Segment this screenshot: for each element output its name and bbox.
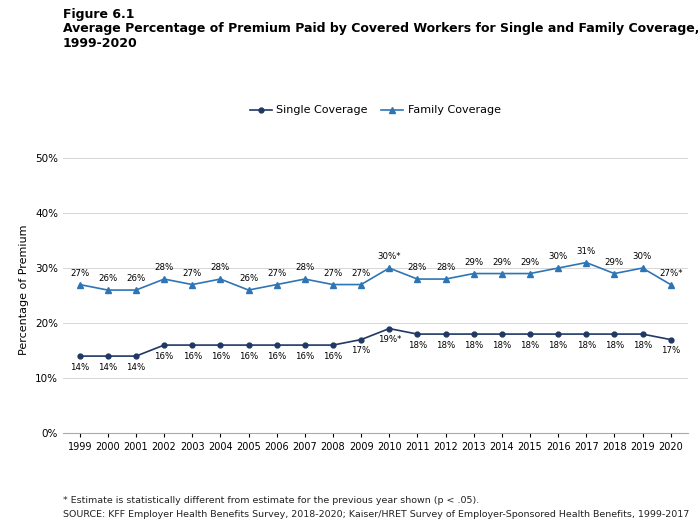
Text: 16%: 16% [267,352,286,361]
Text: 27%: 27% [267,269,286,278]
Family Coverage [470,270,478,277]
Single Coverage [160,342,168,348]
Text: 27%: 27% [352,269,371,278]
Family Coverage [75,281,84,288]
Text: 17%: 17% [661,346,681,355]
Family Coverage [667,281,675,288]
Family Coverage [413,276,422,282]
Single Coverage [301,342,309,348]
Text: 31%: 31% [577,247,596,256]
Text: 30%: 30% [633,253,652,261]
Family Coverage [301,276,309,282]
Text: 18%: 18% [549,341,567,350]
Single Coverage [498,331,506,337]
Text: 14%: 14% [98,363,117,372]
Text: Figure 6.1: Figure 6.1 [63,8,134,21]
Text: 28%: 28% [211,264,230,272]
Family Coverage [272,281,281,288]
Family Coverage [244,287,253,293]
Text: 17%: 17% [352,346,371,355]
Single Coverage [667,337,675,343]
Text: 14%: 14% [126,363,146,372]
Text: 19%*: 19%* [378,335,401,344]
Text: 27%: 27% [70,269,89,278]
Text: Average Percentage of Premium Paid by Covered Workers for Single and Family Cove: Average Percentage of Premium Paid by Co… [63,22,698,35]
Single Coverage [272,342,281,348]
Single Coverage [329,342,337,348]
Family Coverage [132,287,140,293]
Text: 29%: 29% [492,258,512,267]
Family Coverage [216,276,225,282]
Family Coverage [104,287,112,293]
Single Coverage [216,342,225,348]
Text: 18%: 18% [604,341,624,350]
Family Coverage [610,270,618,277]
Text: 14%: 14% [70,363,89,372]
Single Coverage [582,331,591,337]
Family Coverage [498,270,506,277]
Text: 28%: 28% [295,264,315,272]
Single Coverage [75,353,84,359]
Single Coverage [526,331,534,337]
Family Coverage [441,276,450,282]
Text: 27%*: 27%* [659,269,683,278]
Single Coverage [357,337,365,343]
Y-axis label: Percentage of Premium: Percentage of Premium [20,225,29,355]
Family Coverage [582,259,591,266]
Family Coverage [188,281,196,288]
Text: 28%: 28% [154,264,174,272]
Text: 18%: 18% [436,341,455,350]
Text: 16%: 16% [239,352,258,361]
Text: 18%: 18% [492,341,512,350]
Single Coverage [385,326,394,332]
Text: 26%: 26% [239,275,258,284]
Single Coverage [413,331,422,337]
Text: 26%: 26% [98,275,117,284]
Family Coverage [554,265,563,271]
Text: 29%: 29% [464,258,483,267]
Single Coverage [554,331,563,337]
Text: 18%: 18% [464,341,483,350]
Single Coverage [470,331,478,337]
Family Coverage [329,281,337,288]
Family Coverage [357,281,365,288]
Text: 30%: 30% [549,253,567,261]
Family Coverage [526,270,534,277]
Family Coverage [638,265,646,271]
Text: 26%: 26% [126,275,146,284]
Text: 16%: 16% [154,352,174,361]
Single Coverage [441,331,450,337]
Single Coverage [638,331,646,337]
Text: SOURCE: KFF Employer Health Benefits Survey, 2018-2020; Kaiser/HRET Survey of Em: SOURCE: KFF Employer Health Benefits Sur… [63,510,689,519]
Single Coverage [188,342,196,348]
Text: 18%: 18% [633,341,652,350]
Legend: Single Coverage, Family Coverage: Single Coverage, Family Coverage [245,101,505,120]
Line: Single Coverage: Single Coverage [77,326,673,359]
Text: 27%: 27% [323,269,343,278]
Text: 1999-2020: 1999-2020 [63,37,138,50]
Single Coverage [244,342,253,348]
Text: 29%: 29% [521,258,540,267]
Text: 27%: 27% [183,269,202,278]
Text: 18%: 18% [520,341,540,350]
Text: 16%: 16% [323,352,343,361]
Single Coverage [104,353,112,359]
Text: 18%: 18% [577,341,596,350]
Family Coverage [160,276,168,282]
Text: 28%: 28% [408,264,427,272]
Text: 29%: 29% [604,258,624,267]
Text: 16%: 16% [183,352,202,361]
Text: * Estimate is statistically different from estimate for the previous year shown : * Estimate is statistically different fr… [63,496,479,505]
Line: Family Coverage: Family Coverage [77,259,674,293]
Text: 16%: 16% [211,352,230,361]
Single Coverage [132,353,140,359]
Text: 30%*: 30%* [378,253,401,261]
Text: 18%: 18% [408,341,427,350]
Text: 28%: 28% [436,264,455,272]
Single Coverage [610,331,618,337]
Text: 16%: 16% [295,352,315,361]
Family Coverage [385,265,394,271]
